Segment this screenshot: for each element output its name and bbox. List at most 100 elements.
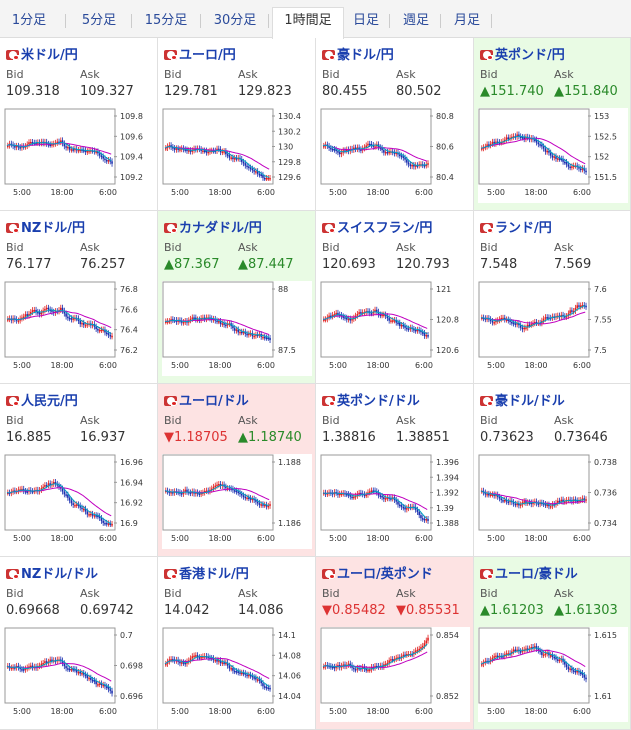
ask-value: 14.086 xyxy=(238,603,284,618)
pair-title[interactable]: 人民元/円 xyxy=(6,390,78,409)
currency-pair-card[interactable]: ユーロ/豪ドル Bid Ask ▲1.61203 ▲1.61303 1.615 1.61 5:… xyxy=(474,557,631,730)
pair-title[interactable]: ユーロ/ドル xyxy=(164,390,249,409)
price-chart[interactable]: 1.396 1.394 1.392 1.39 1.388 5:00 18:00 6:00 xyxy=(320,454,470,549)
tab-7[interactable]: 月足 xyxy=(453,13,480,28)
ask-label: Ask xyxy=(238,68,258,81)
pair-title[interactable]: NZドル/円 xyxy=(6,217,85,236)
pair-title[interactable]: 豪ドル/ドル xyxy=(480,390,565,409)
currency-pair-card[interactable]: ユーロ/英ポンド Bid Ask ▼0.85482 ▼0.85531 0.854 0.852… xyxy=(316,557,474,730)
currency-pair-card[interactable]: 豪ドル/ドル Bid Ask 0.73623 0.73646 0.738 0.736 0.73… xyxy=(474,384,631,557)
y-tick-label: 153 xyxy=(594,112,609,121)
y-tick-label: 1.388 xyxy=(436,519,459,528)
currency-pair-card[interactable]: NZドル/円 Bid Ask 76.177 76.257 76.8 76.6 76.4 76.2… xyxy=(0,211,158,384)
price-chart[interactable]: 1.188 1.186 5:00 18:00 6:00 xyxy=(162,454,312,549)
currency-pair-card[interactable]: ユーロ/ドル Bid Ask ▼1.18705 ▲1.18740 1.188 1.186 5:… xyxy=(158,384,316,557)
y-tick-label: 7.6 xyxy=(594,285,607,294)
x-tick-label: 5:00 xyxy=(171,188,189,197)
x-tick-label: 5:00 xyxy=(13,361,31,370)
pair-title[interactable]: ユーロ/豪ドル xyxy=(480,563,578,582)
y-tick-label: 0.7 xyxy=(120,631,133,640)
ask-value: 129.823 xyxy=(238,84,292,99)
price-chart[interactable]: 7.6 7.55 7.5 5:00 18:00 6:00 xyxy=(478,281,628,376)
y-tick-label: 80.4 xyxy=(436,173,454,182)
pair-title[interactable]: ユーロ/英ポンド xyxy=(322,563,433,582)
currency-pair-card[interactable]: 人民元/円 Bid Ask 16.885 16.937 16.96 16.94 16.92 16… xyxy=(0,384,158,557)
price-chart[interactable]: 109.8 109.6 109.4 109.2 5:00 18:00 6:00 xyxy=(4,108,154,203)
x-tick-label: 18:00 xyxy=(366,534,389,543)
pair-title[interactable]: 英ポンド/円 xyxy=(480,44,565,63)
price-chart[interactable]: 80.8 80.6 80.4 5:00 18:00 6:00 xyxy=(320,108,470,203)
pair-title[interactable]: カナダドル/円 xyxy=(164,217,262,236)
pair-name: ユーロ/豪ドル xyxy=(495,567,578,582)
currency-pair-card[interactable]: カナダドル/円 Bid Ask ▲87.367 ▲87.447 88 87.5 5:00 18:… xyxy=(158,211,316,384)
pair-name: 米ドル/円 xyxy=(21,48,78,63)
tab-separator xyxy=(491,14,492,28)
ask-label: Ask xyxy=(396,241,416,254)
x-tick-label: 6:00 xyxy=(257,707,275,716)
flag-icon xyxy=(480,223,493,233)
y-tick-label: 0.736 xyxy=(594,489,617,498)
y-tick-label: 129.6 xyxy=(278,173,301,182)
ask-label: Ask xyxy=(554,68,574,81)
currency-pair-card[interactable]: 豪ドル/円 Bid Ask 80.455 80.502 80.8 80.6 80.4 5:00 1… xyxy=(316,38,474,211)
tab-separator xyxy=(268,14,269,28)
y-tick-label: 0.696 xyxy=(120,692,143,701)
currency-pair-card[interactable]: ユーロ/円 Bid Ask 129.781 129.823 130.4 130.2 130 12… xyxy=(158,38,316,211)
price-chart[interactable]: 130.4 130.2 130 129.8 129.6 5:00 18:00 6:00 xyxy=(162,108,312,203)
price-chart[interactable]: 76.8 76.6 76.4 76.2 5:00 18:00 6:00 xyxy=(4,281,154,376)
y-tick-label: 130.2 xyxy=(278,127,301,136)
tab-2[interactable]: 15分足 xyxy=(144,13,188,28)
currency-pair-card[interactable]: NZドル/ドル Bid Ask 0.69668 0.69742 0.7 0.698 0.696… xyxy=(0,557,158,730)
ask-value: 1.38851 xyxy=(396,430,450,445)
pair-title[interactable]: 英ポンド/ドル xyxy=(322,390,420,409)
price-chart[interactable]: 0.854 0.852 5:00 18:00 6:00 xyxy=(320,627,470,722)
tab-0[interactable]: 1分足 xyxy=(11,13,47,28)
currency-pair-card[interactable]: スイスフラン/円 Bid Ask 120.693 120.793 121 120.8 120.… xyxy=(316,211,474,384)
price-chart[interactable]: 0.7 0.698 0.696 5:00 18:00 6:00 xyxy=(4,627,154,722)
bid-value: 120.693 xyxy=(322,257,376,272)
pair-title[interactable]: 豪ドル/円 xyxy=(322,44,394,63)
pair-title[interactable]: 米ドル/円 xyxy=(6,44,78,63)
ask-value: 7.569 xyxy=(554,257,592,272)
price-chart[interactable]: 153 152.5 152 151.5 5:00 18:00 6:00 xyxy=(478,108,628,203)
bid-label: Bid xyxy=(6,68,24,81)
pair-title[interactable]: スイスフラン/円 xyxy=(322,217,432,236)
bid-label: Bid xyxy=(164,414,182,427)
tab-3[interactable]: 30分足 xyxy=(213,13,257,28)
tab-4[interactable]: 1時間足 xyxy=(272,7,344,39)
currency-pair-card[interactable]: 英ポンド/ドル Bid Ask 1.38816 1.38851 1.396 1.394 1.3… xyxy=(316,384,474,557)
y-tick-label: 87.5 xyxy=(278,346,296,355)
price-chart[interactable]: 1.615 1.61 5:00 18:00 6:00 xyxy=(478,627,628,722)
currency-pair-card[interactable]: 英ポンド/円 Bid Ask ▲151.740 ▲151.840 153 152.5 152 1… xyxy=(474,38,631,211)
tab-5[interactable]: 日足 xyxy=(352,13,379,28)
price-chart[interactable]: 16.96 16.94 16.92 16.9 5:00 18:00 6:00 xyxy=(4,454,154,549)
y-tick-label: 1.392 xyxy=(436,489,459,498)
pair-title[interactable]: 香港ドル/円 xyxy=(164,563,249,582)
currency-pair-card[interactable]: 米ドル/円 Bid Ask 109.318 109.327 109.8 109.6 109.4… xyxy=(0,38,158,211)
price-chart[interactable]: 0.738 0.736 0.734 5:00 18:00 6:00 xyxy=(478,454,628,549)
currency-pair-card[interactable]: ランド/円 Bid Ask 7.548 7.569 7.6 7.55 7.5 5:00 18:00… xyxy=(474,211,631,384)
pair-title[interactable]: NZドル/ドル xyxy=(6,563,98,582)
price-chart[interactable]: 88 87.5 5:00 18:00 6:00 xyxy=(162,281,312,376)
price-chart[interactable]: 121 120.8 120.6 5:00 18:00 6:00 xyxy=(320,281,470,376)
tab-6[interactable]: 週足 xyxy=(402,13,429,28)
ask-label: Ask xyxy=(554,587,574,600)
ask-label: Ask xyxy=(554,414,574,427)
pair-name: NZドル/円 xyxy=(21,221,86,236)
currency-pair-card[interactable]: 香港ドル/円 Bid Ask 14.042 14.086 14.1 14.08 14.06 14… xyxy=(158,557,316,730)
tab-1[interactable]: 5分足 xyxy=(81,13,117,28)
pair-name: NZドル/ドル xyxy=(21,567,99,582)
ask-value: 0.73646 xyxy=(554,430,608,445)
x-tick-label: 6:00 xyxy=(415,188,433,197)
price-chart[interactable]: 14.1 14.08 14.06 14.04 5:00 18:00 6:00 xyxy=(162,627,312,722)
pair-title[interactable]: ユーロ/円 xyxy=(164,44,236,63)
bid-value: 80.455 xyxy=(322,84,368,99)
x-tick-label: 18:00 xyxy=(366,707,389,716)
x-tick-label: 6:00 xyxy=(415,361,433,370)
x-tick-label: 5:00 xyxy=(487,361,505,370)
y-tick-label: 152 xyxy=(594,153,609,162)
y-tick-label: 76.8 xyxy=(120,285,138,294)
x-tick-label: 6:00 xyxy=(99,534,117,543)
pair-title[interactable]: ランド/円 xyxy=(480,217,552,236)
flag-icon xyxy=(480,569,493,579)
